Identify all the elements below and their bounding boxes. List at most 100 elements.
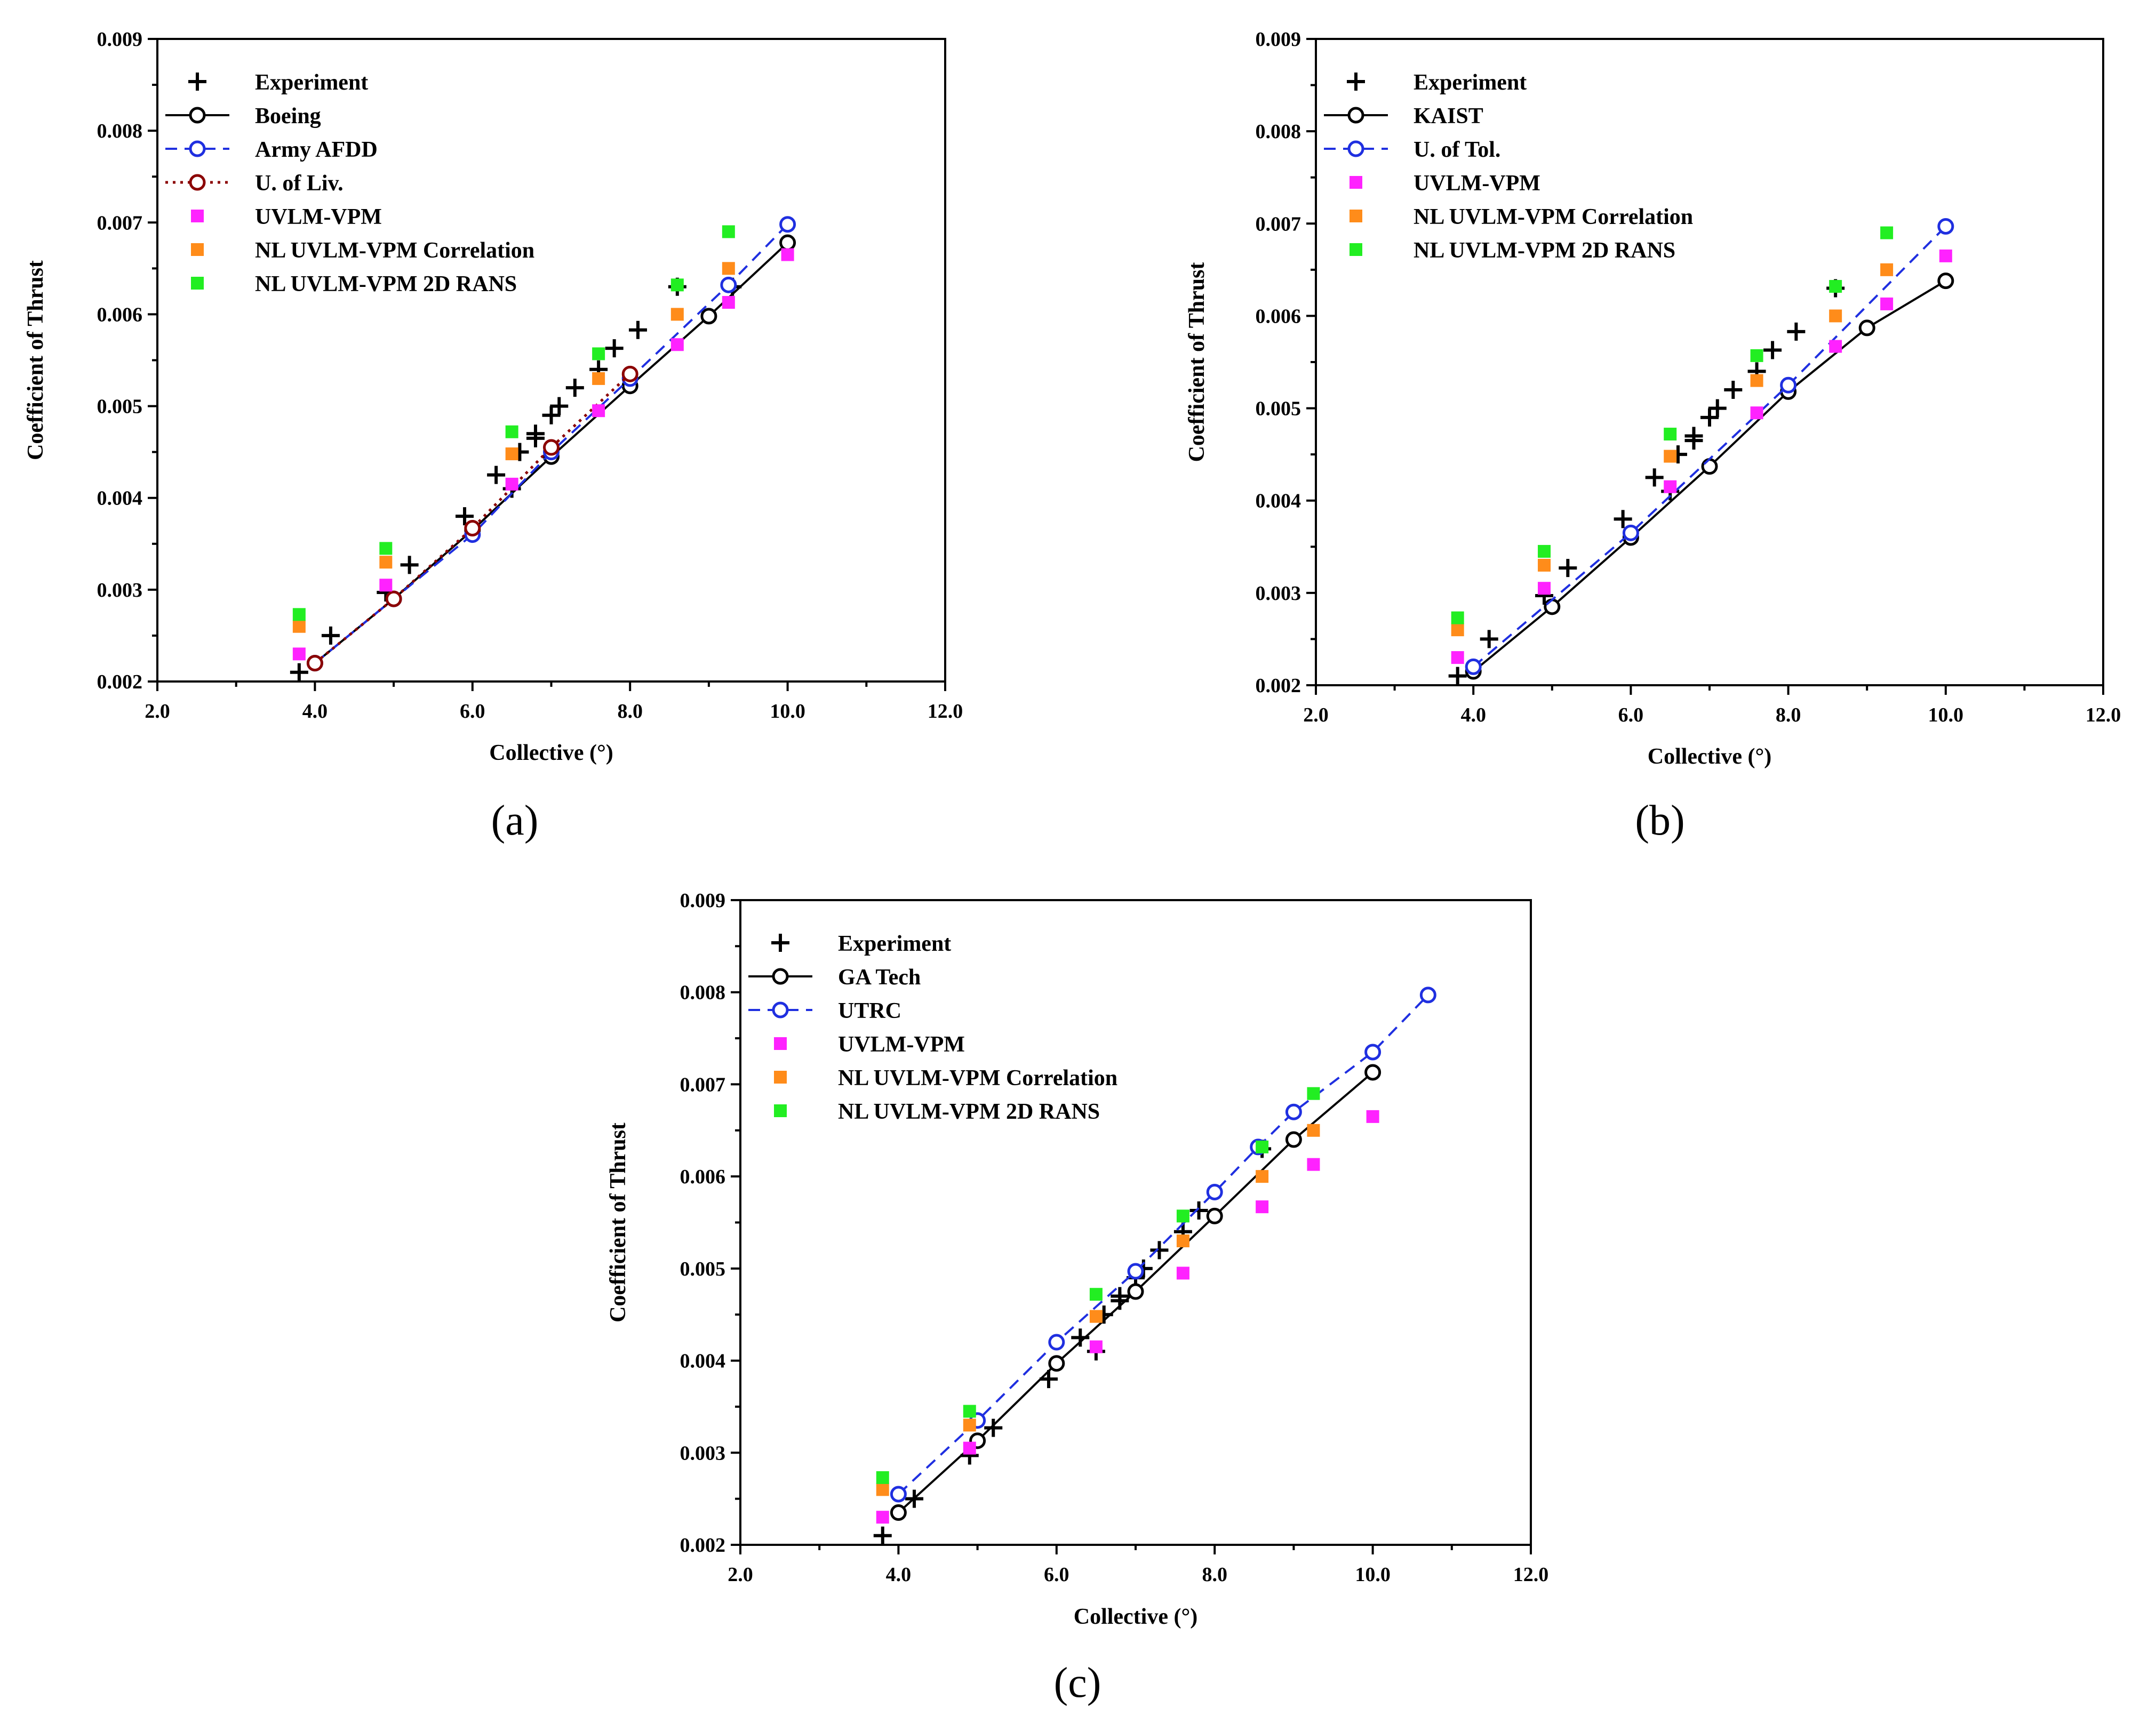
plot-frame <box>1315 38 2104 686</box>
data-point <box>1089 1310 1103 1323</box>
data-point <box>1039 1370 1058 1389</box>
data-point <box>670 278 684 292</box>
legend-item-utrc: UTRC <box>748 999 901 1023</box>
data-point <box>605 339 624 358</box>
legend-item-u-of-liv: U. of Liv. <box>165 171 344 196</box>
data-point <box>670 308 684 321</box>
legend-marker <box>191 210 204 222</box>
legend-item-army-afdd: Army AFDD <box>165 138 378 162</box>
legend-label: NL UVLM-VPM Correlation <box>838 1066 1117 1090</box>
legend-label: Experiment <box>255 70 368 95</box>
x-axis-title: Collective (°) <box>1648 744 1772 769</box>
x-tick-label: 6.0 <box>1618 704 1644 726</box>
data-point <box>1684 431 1703 450</box>
data-point <box>1880 263 1894 276</box>
data-point <box>1538 544 1551 558</box>
x-tick-label: 2.0 <box>728 1563 753 1586</box>
y-tick-label: 0.008 <box>1256 121 1301 143</box>
legend-marker <box>1350 176 1362 189</box>
data-point <box>779 216 796 233</box>
data-point <box>456 507 474 526</box>
y-tick-label: 0.005 <box>680 1258 726 1280</box>
data-point <box>781 248 794 261</box>
data-point <box>1750 374 1763 387</box>
data-point <box>984 1418 1003 1437</box>
series-line <box>898 994 1429 1495</box>
panel-label: (b) <box>1635 797 1684 844</box>
data-point <box>292 620 306 633</box>
y-tick-label: 0.005 <box>97 396 143 418</box>
y-tick-label: 0.007 <box>97 212 143 234</box>
series-experiment <box>873 1140 1272 1545</box>
data-point <box>1787 322 1806 341</box>
plot-frame <box>156 38 946 683</box>
data-point <box>1780 376 1797 394</box>
data-point <box>963 1441 976 1455</box>
data-point <box>876 1471 889 1484</box>
x-tick-label: 6.0 <box>1044 1563 1069 1586</box>
data-point <box>1480 630 1498 648</box>
legend-marker <box>188 73 206 91</box>
data-point <box>963 1418 976 1432</box>
data-point <box>1750 349 1763 362</box>
legend-marker <box>1350 243 1362 256</box>
y-tick-label: 0.002 <box>97 671 143 693</box>
data-point <box>1880 226 1894 239</box>
x-tick-label: 4.0 <box>886 1563 912 1586</box>
data-point <box>1544 598 1561 615</box>
series-nl-uvlm-vpm-correlation <box>876 1124 1320 1496</box>
data-point <box>1419 987 1436 1004</box>
y-tick-label: 0.009 <box>1256 28 1301 51</box>
data-point <box>890 1486 907 1503</box>
legend-label: NL UVLM-VPM 2D RANS <box>838 1100 1100 1124</box>
legend-item-nl-uvlm-vpm-2d-rans: NL UVLM-VPM 2D RANS <box>1350 238 1675 263</box>
data-point <box>1150 1241 1169 1260</box>
y-axis-title: Coefficient of Thrust <box>606 1122 630 1322</box>
data-point <box>1176 1266 1189 1280</box>
legend-label: UVLM-VPM <box>838 1032 965 1057</box>
data-point <box>526 429 545 447</box>
data-point <box>1364 1044 1382 1061</box>
x-axis-title: Collective (°) <box>489 741 613 765</box>
series-kaist <box>1465 272 1954 680</box>
data-point <box>1622 524 1639 541</box>
data-point <box>487 466 506 484</box>
legend-marker <box>774 1104 787 1117</box>
series-nl-uvlm-vpm-correlation <box>292 262 735 633</box>
data-point <box>1307 1087 1320 1100</box>
data-point <box>379 579 393 592</box>
chart-panel-c: 2.0 4.0 6.0 8.0 10.0 12.0 0.002 0.003 0.004 0.005… <box>606 889 1548 1706</box>
y-tick-label: 0.009 <box>680 889 726 912</box>
y-tick-label: 0.006 <box>97 303 143 326</box>
data-point <box>1366 1110 1379 1123</box>
series-ga-tech <box>890 1064 1382 1521</box>
data-point <box>592 372 605 385</box>
data-point <box>1364 1064 1382 1081</box>
data-point <box>550 397 569 415</box>
data-point <box>592 404 605 418</box>
legend-label: U. of Liv. <box>255 171 344 196</box>
y-tick-label: 0.006 <box>1256 305 1301 327</box>
data-point <box>1048 1355 1065 1372</box>
y-tick-label: 0.006 <box>680 1166 726 1188</box>
data-point <box>400 556 419 574</box>
legend-label: NL UVLM-VPM 2D RANS <box>1414 238 1675 263</box>
y-tick-label: 0.007 <box>1256 213 1301 235</box>
y-axis-title: Coefficient of Thrust <box>1185 262 1209 462</box>
data-point <box>1645 468 1664 487</box>
legend-marker <box>189 174 206 191</box>
legend-label: UTRC <box>838 999 901 1023</box>
legend: Experiment Boeing Army AFDD U. of Liv. UVLM-… <box>165 70 534 296</box>
data-point <box>379 556 393 569</box>
data-point <box>505 447 518 461</box>
legend-marker <box>1347 140 1364 157</box>
legend-item-experiment: Experiment <box>1347 70 1527 95</box>
data-point <box>1127 1263 1144 1280</box>
data-point <box>505 425 518 438</box>
data-point <box>700 308 717 325</box>
data-point <box>290 663 308 681</box>
plot-frame <box>739 899 1532 1546</box>
legend-item-uvlm-vpm: UVLM-VPM <box>1350 171 1540 196</box>
chart-panel-b: 2.0 4.0 6.0 8.0 10.0 12.0 0.002 0.003 0.004 0.005… <box>1185 28 2121 844</box>
